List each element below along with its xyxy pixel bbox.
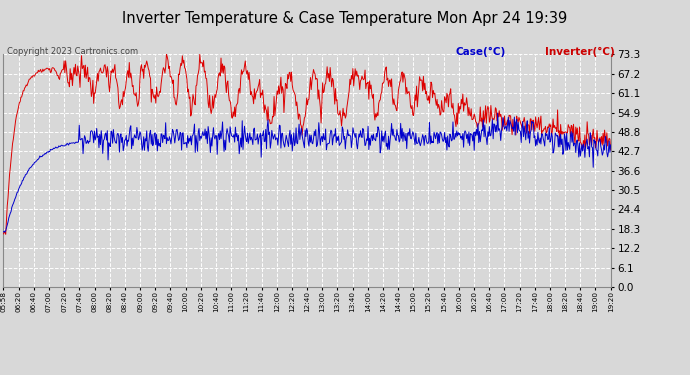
Text: Inverter(°C): Inverter(°C) [545,47,615,57]
Text: Case(°C): Case(°C) [455,47,506,57]
Text: Inverter Temperature & Case Temperature Mon Apr 24 19:39: Inverter Temperature & Case Temperature … [122,11,568,26]
Text: Copyright 2023 Cartronics.com: Copyright 2023 Cartronics.com [7,47,138,56]
